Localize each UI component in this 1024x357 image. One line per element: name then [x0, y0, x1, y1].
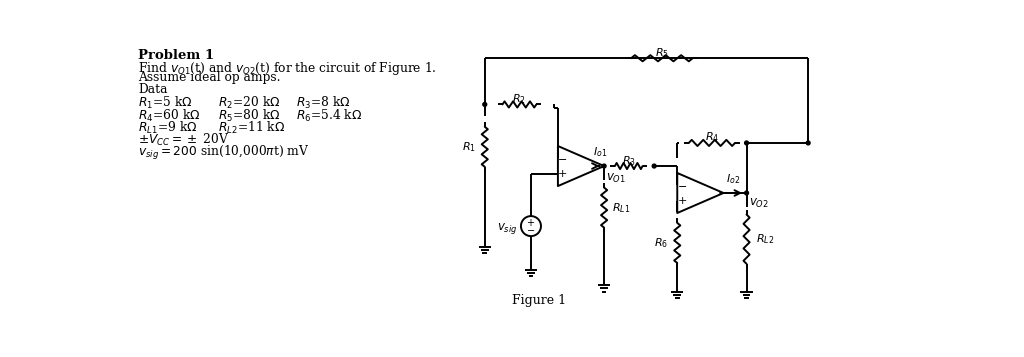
Text: $R_2$: $R_2$ [512, 92, 526, 106]
Text: $R_{L2}$=11 k$\Omega$: $R_{L2}$=11 k$\Omega$ [217, 120, 285, 136]
Text: Problem 1: Problem 1 [138, 49, 214, 62]
Circle shape [602, 164, 606, 168]
Text: $R_6$: $R_6$ [654, 236, 668, 250]
Text: $R_5$: $R_5$ [655, 46, 669, 60]
Circle shape [744, 141, 749, 145]
Text: Assume ideal op amps.: Assume ideal op amps. [138, 71, 281, 84]
Text: Figure 1: Figure 1 [512, 294, 565, 307]
Text: $v_{sig}$$=200$ sin(10,000$\pi$t) mV: $v_{sig}$$=200$ sin(10,000$\pi$t) mV [138, 145, 310, 162]
Text: $-$: $-$ [557, 154, 567, 164]
Text: $R_3$: $R_3$ [622, 154, 636, 167]
Text: $R_5$=80 k$\Omega$: $R_5$=80 k$\Omega$ [217, 107, 280, 124]
Circle shape [652, 164, 656, 168]
Text: $-$: $-$ [677, 180, 687, 190]
Text: $\pm V_{CC}$$=\pm$ 20V: $\pm V_{CC}$$=\pm$ 20V [138, 132, 229, 148]
Text: $R_4$=60 k$\Omega$: $R_4$=60 k$\Omega$ [138, 107, 201, 124]
Text: $v_{O1}$: $v_{O1}$ [605, 172, 626, 185]
Text: $+$: $+$ [677, 195, 687, 206]
Text: $R_2$=20 k$\Omega$: $R_2$=20 k$\Omega$ [217, 95, 280, 111]
Text: $I_{o2}$: $I_{o2}$ [726, 172, 739, 186]
Text: $R_3$=8 k$\Omega$: $R_3$=8 k$\Omega$ [296, 95, 351, 111]
Text: $v_{O2}$: $v_{O2}$ [749, 197, 769, 210]
Text: $R_{L1}$=9 k$\Omega$: $R_{L1}$=9 k$\Omega$ [138, 120, 198, 136]
Text: $v_{sig}$: $v_{sig}$ [497, 221, 517, 236]
Circle shape [744, 191, 749, 195]
Circle shape [521, 216, 541, 236]
Text: $R_{L1}$: $R_{L1}$ [611, 201, 630, 215]
Text: $R_6$=5.4 k$\Omega$: $R_6$=5.4 k$\Omega$ [296, 107, 362, 124]
Circle shape [483, 102, 486, 106]
Text: $-$: $-$ [526, 226, 536, 235]
Text: Find $v_{O1}$(t) and $v_{O2}$(t) for the circuit of Figure 1.: Find $v_{O1}$(t) and $v_{O2}$(t) for the… [138, 60, 437, 77]
Text: Data: Data [138, 83, 168, 96]
Text: $R_{L2}$: $R_{L2}$ [756, 232, 774, 246]
Text: $R_1$: $R_1$ [462, 140, 475, 154]
Text: $R_1$=5 k$\Omega$: $R_1$=5 k$\Omega$ [138, 95, 193, 111]
Text: $R_4$: $R_4$ [705, 131, 719, 145]
Text: $+$: $+$ [526, 217, 536, 228]
Circle shape [806, 141, 810, 145]
Text: $I_{o1}$: $I_{o1}$ [593, 145, 607, 159]
Text: $+$: $+$ [557, 168, 567, 179]
